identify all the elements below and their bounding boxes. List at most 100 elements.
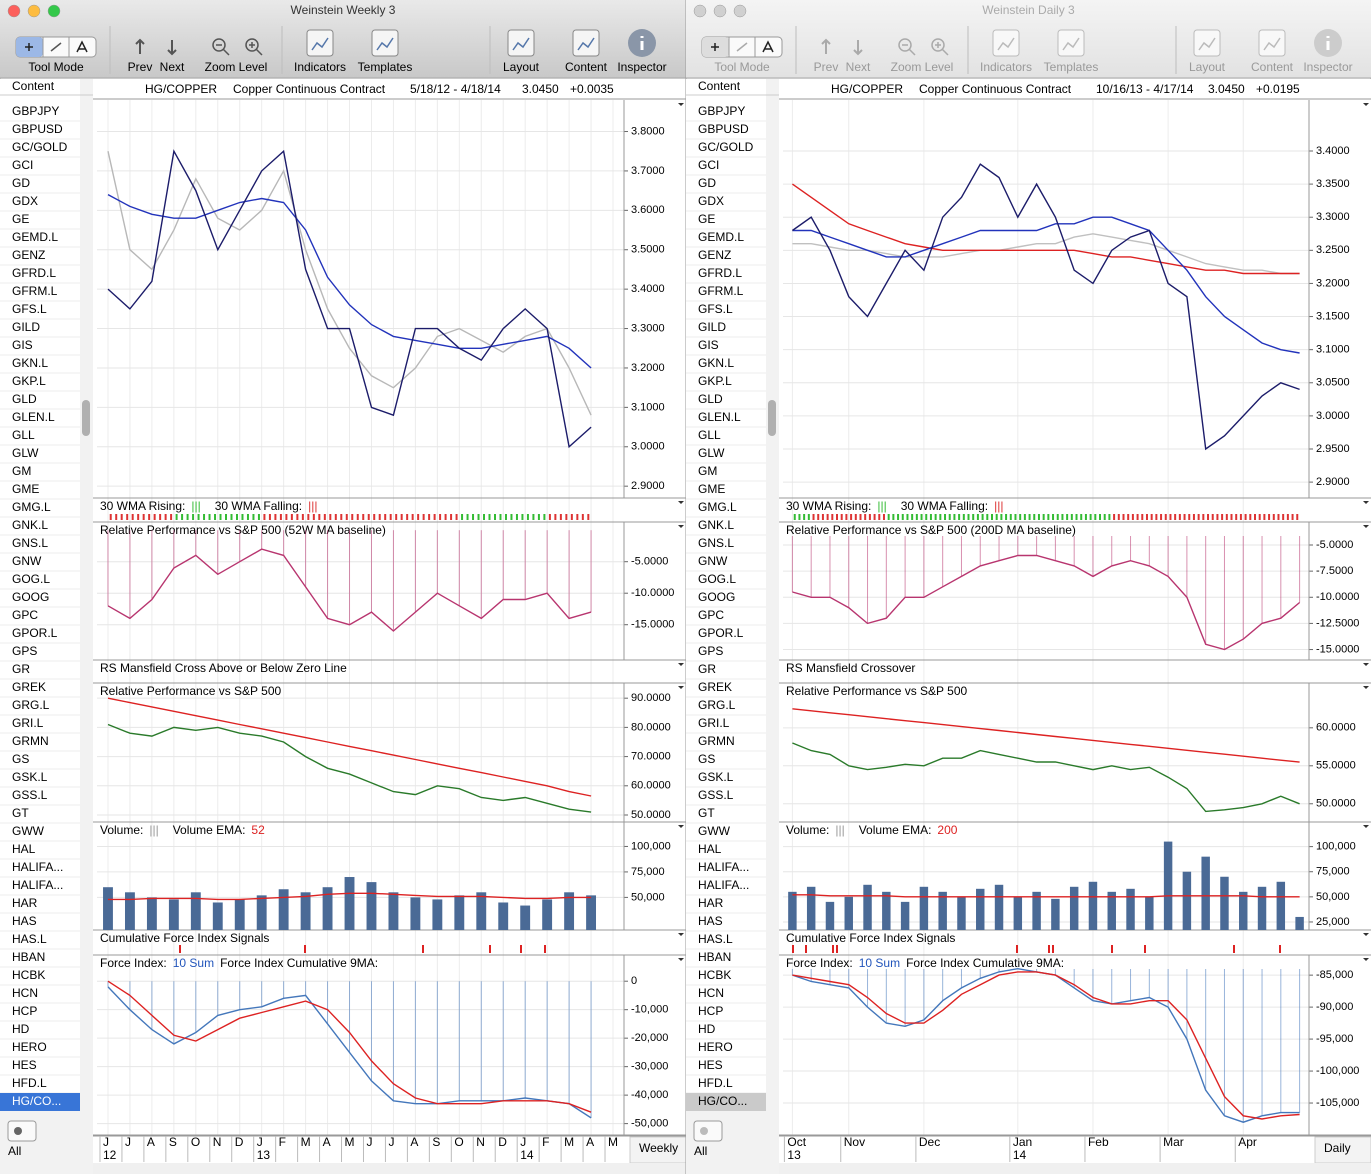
panel-menu[interactable] — [1363, 686, 1369, 689]
period-label[interactable]: Weekly — [639, 1141, 678, 1155]
sidebar-item[interactable]: HAS.L — [698, 932, 733, 946]
sidebar-item[interactable]: HAL — [698, 842, 722, 856]
sidebar-item[interactable]: GENZ — [698, 248, 731, 262]
sidebar-item[interactable]: GR — [12, 662, 30, 676]
sidebar-item[interactable]: GOG.L — [12, 572, 50, 586]
sidebar-item[interactable]: GLD — [698, 392, 723, 406]
sidebar-item[interactable]: GC/GOLD — [698, 140, 754, 154]
window-button[interactable] — [713, 4, 727, 18]
window-button[interactable] — [733, 4, 747, 18]
sidebar-item[interactable]: HAS — [698, 914, 723, 928]
sidebar-item[interactable]: GRG.L — [698, 698, 736, 712]
sidebar-item[interactable]: GEMD.L — [12, 230, 58, 244]
panel-menu[interactable] — [678, 825, 684, 828]
nav-icon[interactable] — [167, 40, 177, 56]
toolbar-icon[interactable] — [992, 29, 1020, 57]
nav-icon[interactable] — [135, 38, 145, 54]
sidebar-item[interactable]: GWW — [698, 824, 731, 838]
sidebar-item[interactable]: GE — [698, 212, 715, 226]
sidebar-item[interactable]: GENZ — [12, 248, 45, 262]
sidebar-item[interactable]: HFD.L — [12, 1076, 47, 1090]
sidebar-item[interactable]: HCBK — [12, 968, 45, 982]
sidebar-item[interactable]: GFS.L — [12, 302, 47, 316]
sidebar-item[interactable]: GOG.L — [698, 572, 736, 586]
panel-menu[interactable] — [1363, 933, 1369, 936]
sidebar-item[interactable]: GSS.L — [12, 788, 48, 802]
sidebar-item[interactable]: GDX — [12, 194, 38, 208]
panel-menu[interactable] — [678, 958, 684, 961]
sidebar-item[interactable]: GD — [12, 176, 30, 190]
toolbar-icon[interactable] — [572, 29, 600, 57]
sidebar-item[interactable]: GOOG — [12, 590, 49, 604]
sidebar-item[interactable]: GBPJPY — [12, 104, 59, 118]
sidebar-item[interactable]: GFRD.L — [698, 266, 742, 280]
sidebar-item[interactable]: GMG.L — [12, 500, 51, 514]
zoom-icon[interactable] — [931, 38, 945, 52]
sidebar-item[interactable]: GLL — [12, 428, 35, 442]
nav-icon[interactable] — [821, 38, 831, 54]
sidebar-item[interactable]: GME — [12, 482, 39, 496]
sidebar-item[interactable]: GLL — [698, 428, 721, 442]
sidebar-item[interactable]: HES — [12, 1058, 37, 1072]
zoom-icon[interactable] — [212, 38, 226, 52]
sidebar-item[interactable]: HCP — [698, 1004, 723, 1018]
sidebar-item[interactable]: GWW — [12, 824, 45, 838]
panel-menu[interactable] — [678, 686, 684, 689]
sidebar-item[interactable]: GBPJPY — [698, 104, 745, 118]
sidebar-item[interactable]: HD — [698, 1022, 716, 1036]
sidebar-item[interactable]: HALIFA... — [698, 878, 749, 892]
toolbar-icon[interactable] — [1258, 29, 1286, 57]
sidebar-item[interactable]: GBPUSD — [698, 122, 749, 136]
panel-menu[interactable] — [678, 501, 684, 504]
sidebar-item[interactable]: HERO — [698, 1040, 733, 1054]
sidebar-item[interactable]: GREK — [698, 680, 732, 694]
sidebar-item[interactable]: GFRM.L — [698, 284, 744, 298]
sidebar-item[interactable]: GNK.L — [12, 518, 48, 532]
panel-menu[interactable] — [1363, 663, 1369, 666]
sidebar-item[interactable]: GLW — [12, 446, 39, 460]
sidebar-item[interactable]: GNW — [12, 554, 42, 568]
sidebar-item[interactable]: GME — [698, 482, 725, 496]
sidebar-item[interactable]: GR — [698, 662, 716, 676]
sidebar-item[interactable]: GRI.L — [12, 716, 44, 730]
sidebar-item[interactable]: HG/CO... — [698, 1094, 747, 1108]
sidebar-item[interactable]: HES — [698, 1058, 723, 1072]
sidebar-item[interactable]: HCN — [12, 986, 38, 1000]
sidebar-item[interactable]: GS — [698, 752, 715, 766]
sidebar-item[interactable]: GIS — [698, 338, 719, 352]
sidebar-item[interactable]: GKP.L — [12, 374, 46, 388]
sidebar-item[interactable]: HCBK — [698, 968, 731, 982]
sidebar-item[interactable]: GRI.L — [698, 716, 730, 730]
zoom-icon[interactable] — [898, 38, 912, 52]
sidebar-item[interactable]: HERO — [12, 1040, 47, 1054]
sidebar-item[interactable]: HBAN — [12, 950, 45, 964]
window-button[interactable] — [27, 4, 41, 18]
sidebar-item[interactable]: GNK.L — [698, 518, 734, 532]
sidebar-item[interactable]: HAS.L — [12, 932, 47, 946]
sidebar-item[interactable]: GMG.L — [698, 500, 737, 514]
sidebar-item[interactable]: GPOR.L — [698, 626, 744, 640]
toolbar-icon[interactable] — [1057, 29, 1085, 57]
sidebar-item[interactable]: GKN.L — [698, 356, 734, 370]
sidebar-item[interactable]: GREK — [12, 680, 46, 694]
sidebar-item[interactable]: GT — [12, 806, 29, 820]
sidebar-item[interactable]: GNS.L — [698, 536, 734, 550]
sidebar-item[interactable]: HAR — [12, 896, 38, 910]
period-label[interactable]: Daily — [1324, 1141, 1351, 1155]
sidebar-item[interactable]: GFS.L — [698, 302, 733, 316]
sidebar-item[interactable]: GT — [698, 806, 715, 820]
sidebar-item[interactable]: GRMN — [12, 734, 49, 748]
sidebar-item[interactable]: GM — [698, 464, 717, 478]
sidebar-item[interactable]: GLW — [698, 446, 725, 460]
sidebar-item[interactable]: GBPUSD — [12, 122, 63, 136]
sidebar-item[interactable]: HCP — [12, 1004, 37, 1018]
nav-icon[interactable] — [853, 40, 863, 56]
sidebar-item[interactable]: GNS.L — [12, 536, 48, 550]
sidebar-item[interactable]: GRMN — [698, 734, 735, 748]
sidebar-item[interactable]: GS — [12, 752, 29, 766]
sidebar-item[interactable]: GNW — [698, 554, 728, 568]
sidebar-item[interactable]: GDX — [698, 194, 724, 208]
sidebar-item[interactable]: HAS — [12, 914, 37, 928]
sidebar-item[interactable]: HCN — [698, 986, 724, 1000]
sidebar-item[interactable]: HG/CO... — [12, 1094, 61, 1108]
